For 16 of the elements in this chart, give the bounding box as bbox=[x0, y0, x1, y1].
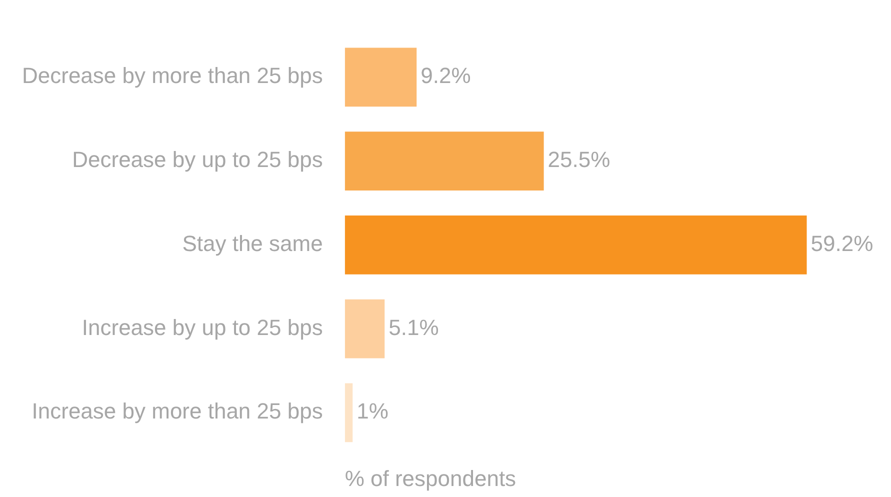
data-label: 9.2% bbox=[420, 63, 471, 88]
bar bbox=[344, 48, 417, 107]
data-label: 5.1% bbox=[388, 314, 439, 340]
bar bbox=[344, 299, 385, 358]
y-tick-label: Increase by up to 25 bps bbox=[82, 314, 323, 340]
data-label: 25.5% bbox=[548, 147, 610, 172]
bar bbox=[344, 215, 807, 274]
y-tick-label: Decrease by up to 25 bps bbox=[72, 147, 323, 172]
y-tick-label: Increase by more than 25 bps bbox=[32, 398, 323, 424]
bar bbox=[344, 383, 353, 442]
y-tick-label: Stay the same bbox=[182, 230, 323, 256]
data-label: 59.2% bbox=[810, 230, 874, 256]
bar bbox=[344, 132, 544, 190]
x-axis-title: % of respondents bbox=[344, 466, 516, 491]
data-label: 1% bbox=[356, 398, 388, 424]
y-tick-label: Decrease by more than 25 bps bbox=[22, 63, 323, 88]
